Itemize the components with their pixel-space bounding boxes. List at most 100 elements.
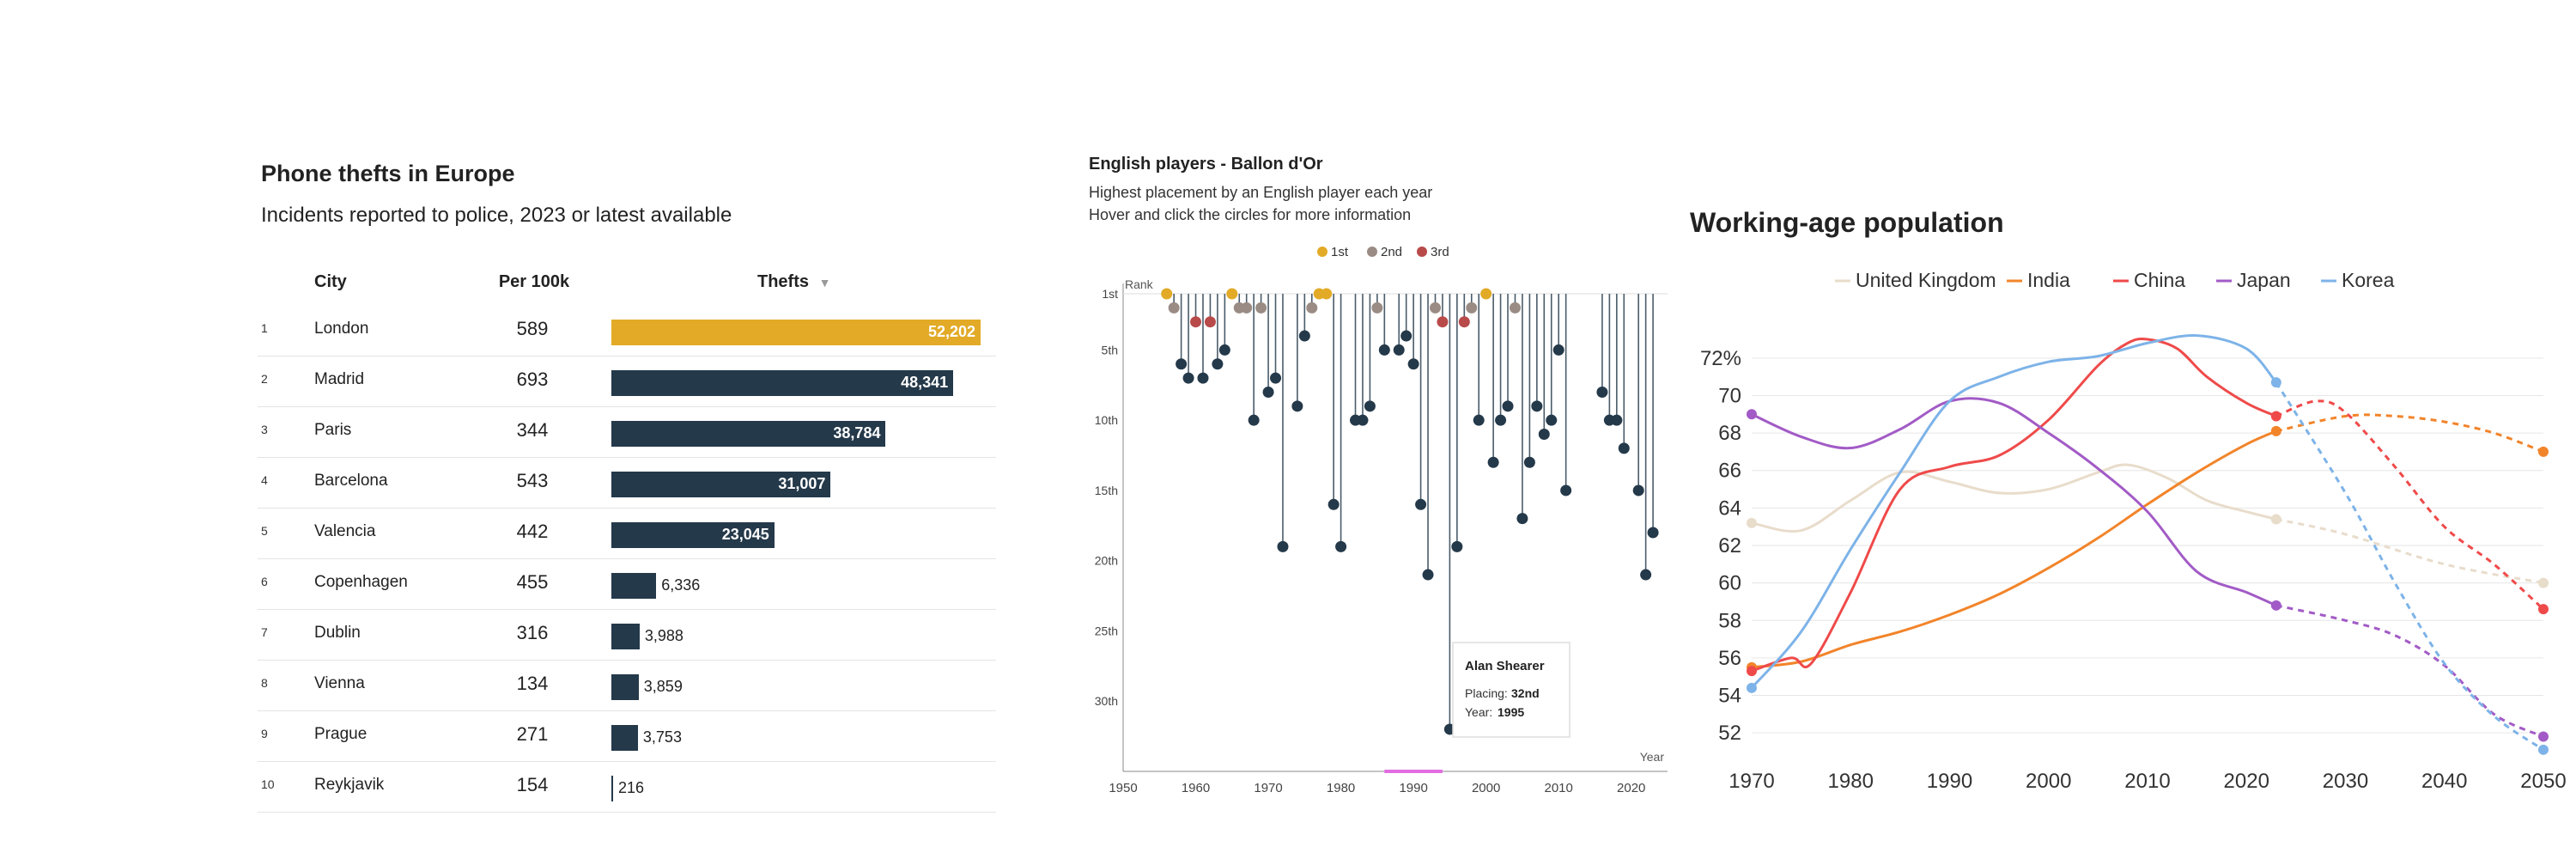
series-point[interactable] <box>2270 411 2281 422</box>
table-row[interactable]: 10 Reykjavik 154 216 <box>258 761 996 813</box>
lollipop-point[interactable] <box>1357 414 1369 426</box>
series-point[interactable] <box>2538 604 2549 615</box>
series-point[interactable] <box>2538 577 2549 588</box>
lollipop-point[interactable] <box>1640 569 1652 581</box>
table-row[interactable]: 6 Copenhagen 455 6,336 <box>258 558 996 610</box>
lollipop-point[interactable] <box>1168 302 1180 314</box>
lollipop-point[interactable] <box>1495 414 1507 426</box>
lollipop-point[interactable] <box>1509 302 1521 314</box>
series-point[interactable] <box>2270 514 2281 525</box>
series-point[interactable] <box>2270 425 2281 436</box>
lollipop-point[interactable] <box>1647 527 1659 539</box>
series-point[interactable] <box>1747 409 1757 420</box>
working-age-chart-svg[interactable]: United Kingdom India China Japan Korea 52 54 56… <box>1685 202 2569 803</box>
lollipop-point[interactable] <box>1611 414 1623 426</box>
lollipop-point[interactable] <box>1538 429 1550 441</box>
column-header-city[interactable]: City <box>314 272 347 291</box>
lollipop-point[interactable] <box>1161 288 1173 300</box>
x-tick-label: 1990 <box>1927 770 1972 793</box>
lollipop-point[interactable] <box>1393 344 1405 356</box>
series-point[interactable] <box>2538 446 2549 457</box>
series-point[interactable] <box>2270 600 2281 611</box>
lollipop-point[interactable] <box>1306 302 1318 314</box>
thefts-value-label: 48,341 <box>901 374 949 391</box>
thefts-value-label: 3,988 <box>644 627 683 644</box>
lollipop-point[interactable] <box>1226 288 1238 300</box>
lollipop-point[interactable] <box>1451 540 1463 552</box>
lollipop-point[interactable] <box>1473 414 1485 426</box>
row-city: Reykjavik <box>314 776 385 794</box>
lollipop-point[interactable] <box>1364 400 1376 412</box>
lollipop-point[interactable] <box>1378 344 1390 356</box>
series-point[interactable] <box>1747 666 1757 677</box>
lollipop-point[interactable] <box>1291 400 1303 412</box>
table-row[interactable]: 7 Dublin 316 3,988 <box>258 609 996 661</box>
lollipop-point[interactable] <box>1502 400 1514 412</box>
thefts-value-label: 23,045 <box>721 526 769 543</box>
table-row[interactable]: 4 Barcelona 543 31,007 <box>258 457 996 509</box>
lollipop-point[interactable] <box>1466 302 1478 314</box>
lollipop-point[interactable] <box>1516 513 1528 525</box>
table-row[interactable]: 9 Prague 271 3,753 <box>258 710 996 762</box>
lollipop-point[interactable] <box>1371 302 1383 314</box>
lollipop-point[interactable] <box>1176 358 1188 370</box>
lollipop-point[interactable] <box>1182 372 1194 384</box>
table-row[interactable]: 3 Paris 344 38,784 <box>258 406 996 458</box>
lollipop-point[interactable] <box>1298 330 1310 342</box>
lollipop-point[interactable] <box>1480 288 1492 300</box>
series-line-historical <box>1750 334 2277 689</box>
table-row[interactable]: 2 Madrid 693 48,341 <box>258 356 996 407</box>
lollipop-point[interactable] <box>1523 456 1535 468</box>
lollipop-point[interactable] <box>1212 358 1224 370</box>
lollipop-point[interactable] <box>1618 442 1630 454</box>
lollipop-point[interactable] <box>1255 302 1267 314</box>
lollipop-point[interactable] <box>1487 456 1499 468</box>
lollipop-point[interactable] <box>1429 302 1441 314</box>
ballon-chart-title: English players - Ballon d'Or <box>1089 155 1323 174</box>
table-row[interactable]: 1 London 589 52,202 <box>258 305 996 356</box>
lollipop-point[interactable] <box>1327 498 1340 510</box>
thefts-bar <box>611 522 775 548</box>
lollipop-point[interactable] <box>1321 288 1333 300</box>
series-point[interactable] <box>1747 517 1757 528</box>
ballon-chart-svg[interactable]: 1st 2nd 3rd Rank Year 1st 5th 10th 15th 20th 25th 3… <box>1084 153 1685 814</box>
lollipop-point[interactable] <box>1422 569 1434 581</box>
thefts-value-label: 52,202 <box>927 323 975 340</box>
lollipop-point[interactable] <box>1262 386 1274 398</box>
series-point[interactable] <box>1747 682 1757 693</box>
series-point[interactable] <box>2538 731 2549 742</box>
lollipop-point[interactable] <box>1596 386 1608 398</box>
row-city: Prague <box>314 725 368 743</box>
lollipop-point[interactable] <box>1248 414 1260 426</box>
lollipop-point[interactable] <box>1437 316 1449 328</box>
lollipop-point[interactable] <box>1335 540 1347 552</box>
lollipop-point[interactable] <box>1277 540 1289 552</box>
series-point[interactable] <box>2270 377 2281 388</box>
lollipop-point[interactable] <box>1400 330 1413 342</box>
lollipop-point[interactable] <box>1531 400 1543 412</box>
lollipop-point[interactable] <box>1218 344 1230 356</box>
table-subtitle: Incidents reported to police, 2023 or la… <box>261 204 732 227</box>
lollipop-point[interactable] <box>1560 484 1572 497</box>
lollipop-point[interactable] <box>1552 344 1564 356</box>
x-tick-label: 2050 <box>2520 770 2566 793</box>
sort-down-triangle-icon: ▼ <box>818 276 831 289</box>
lollipop-point[interactable] <box>1190 316 1202 328</box>
lollipop-point[interactable] <box>1546 414 1558 426</box>
series-point[interactable] <box>2538 744 2549 755</box>
lollipop-point[interactable] <box>1204 316 1216 328</box>
lollipop-point[interactable] <box>1458 316 1470 328</box>
lollipop-point[interactable] <box>1241 302 1253 314</box>
column-header-per100k[interactable]: Per 100k <box>498 272 570 291</box>
row-per100k: 543 <box>516 470 549 491</box>
lollipop-point[interactable] <box>1415 498 1427 510</box>
lollipop-point[interactable] <box>1270 372 1282 384</box>
y-tick-label: 30th <box>1095 694 1118 708</box>
table-row[interactable]: 5 Valencia 442 23,045 <box>258 508 996 559</box>
lollipop-point[interactable] <box>1197 372 1209 384</box>
lollipop-point[interactable] <box>1407 358 1419 370</box>
lollipop-point[interactable] <box>1632 484 1644 497</box>
table-row[interactable]: 8 Vienna 134 3,859 <box>258 660 996 711</box>
column-header-thefts[interactable]: Thefts ▼ <box>757 272 830 292</box>
tooltip-box <box>1452 642 1571 738</box>
